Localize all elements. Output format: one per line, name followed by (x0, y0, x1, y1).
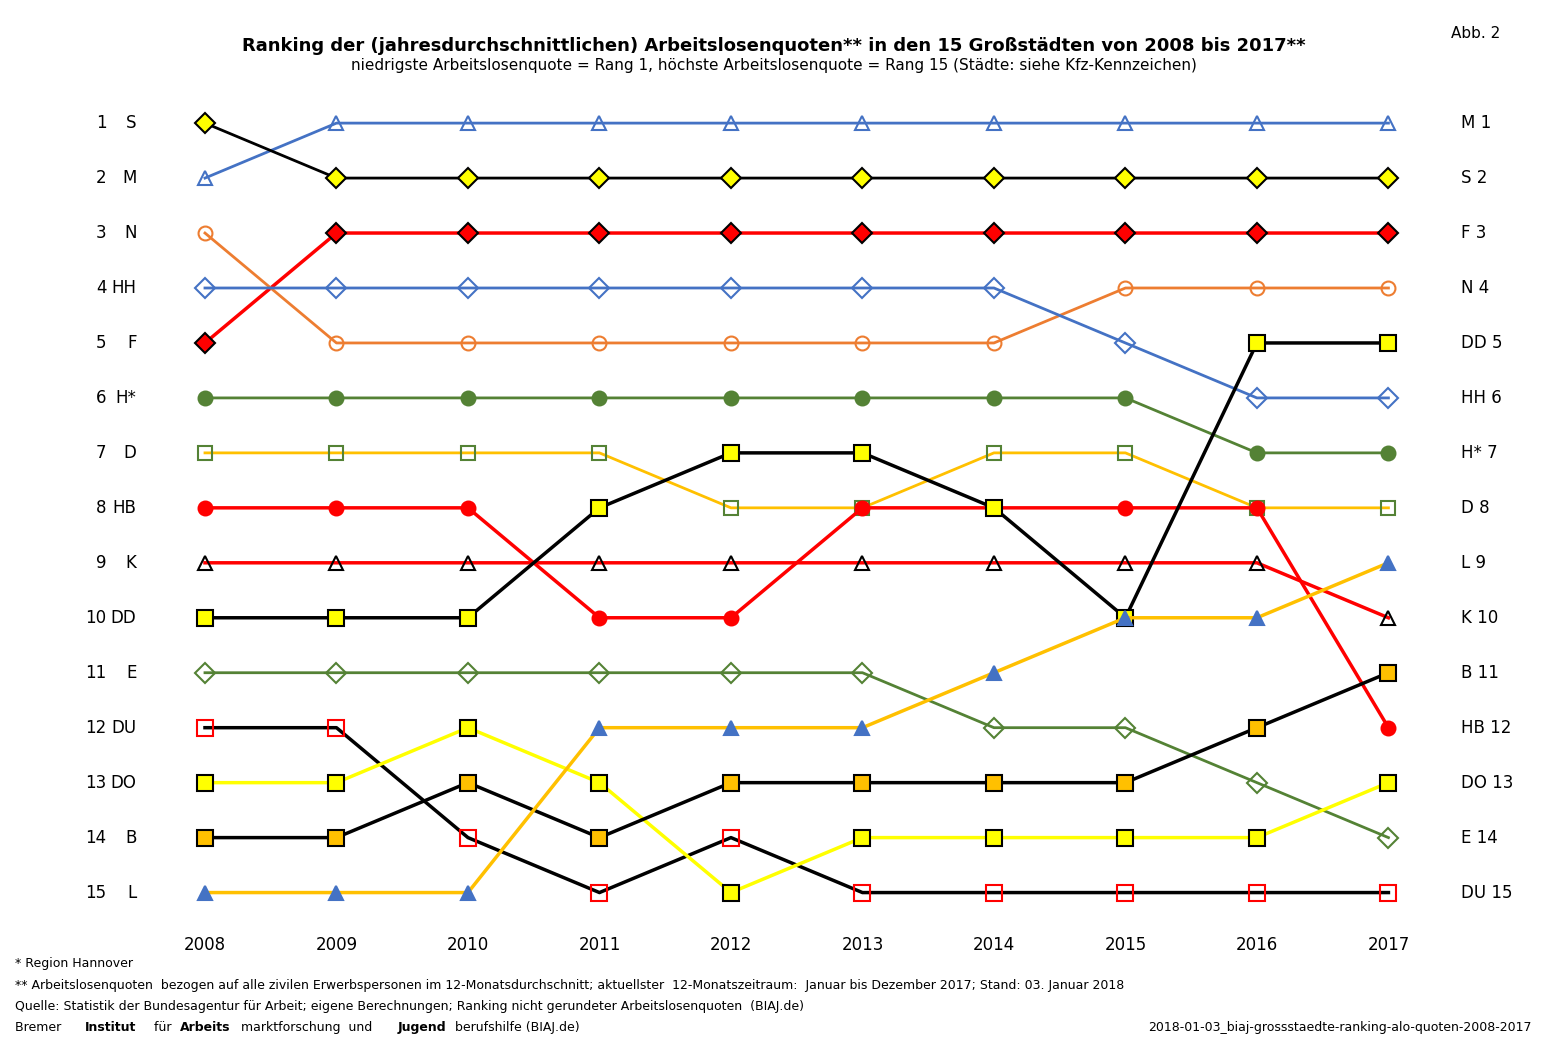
Text: HB 12: HB 12 (1460, 718, 1511, 736)
Text: DD: DD (111, 608, 136, 626)
Text: H*: H* (116, 389, 136, 407)
Text: Ranking der (jahresdurchschnittlichen) Arbeitslosenquoten** in den 15 Großstädte: Ranking der (jahresdurchschnittlichen) A… (241, 37, 1306, 55)
Text: Arbeits: Arbeits (179, 1021, 231, 1034)
Text: 3: 3 (96, 224, 107, 242)
Text: Bremer: Bremer (15, 1021, 65, 1034)
Text: für: für (150, 1021, 175, 1034)
Text: 2018-01-03_biaj-grossstaedte-ranking-alo-quoten-2008-2017: 2018-01-03_biaj-grossstaedte-ranking-alo… (1148, 1021, 1532, 1034)
Text: 2: 2 (96, 169, 107, 187)
Text: marktforschung  und: marktforschung und (241, 1021, 376, 1034)
Text: E 14: E 14 (1460, 828, 1497, 846)
Text: DU 15: DU 15 (1460, 883, 1513, 901)
Text: 9: 9 (96, 553, 107, 571)
Text: K 10: K 10 (1460, 608, 1497, 626)
Text: DU: DU (111, 718, 136, 736)
Text: K: K (125, 553, 136, 571)
Text: * Region Hannover: * Region Hannover (15, 957, 133, 970)
Text: E: E (127, 663, 136, 681)
Text: B: B (125, 828, 136, 846)
Text: M: M (122, 169, 136, 187)
Text: L 9: L 9 (1460, 553, 1485, 571)
Text: HH 6: HH 6 (1460, 389, 1502, 407)
Text: F: F (127, 334, 136, 352)
Text: D 8: D 8 (1460, 498, 1490, 517)
Text: F 3: F 3 (1460, 224, 1487, 242)
Text: M 1: M 1 (1460, 114, 1491, 132)
Text: 11: 11 (85, 663, 107, 681)
Text: niedrigste Arbeitslosenquote = Rang 1, höchste Arbeitslosenquote = Rang 15 (Städ: niedrigste Arbeitslosenquote = Rang 1, h… (351, 58, 1196, 73)
Text: B 11: B 11 (1460, 663, 1499, 681)
Text: berufshilfe (BIAJ.de): berufshilfe (BIAJ.de) (455, 1021, 580, 1034)
Text: 5: 5 (96, 334, 107, 352)
Text: Abb. 2: Abb. 2 (1451, 26, 1501, 41)
Text: 6: 6 (96, 389, 107, 407)
Text: HB: HB (113, 498, 136, 517)
Text: S 2: S 2 (1460, 169, 1487, 187)
Text: DO: DO (111, 773, 136, 791)
Text: Quelle: Statistik der Bundesagentur für Arbeit; eigene Berechnungen; Ranking nic: Quelle: Statistik der Bundesagentur für … (15, 1000, 804, 1013)
Text: HH: HH (111, 279, 136, 297)
Text: DO 13: DO 13 (1460, 773, 1513, 791)
Text: N: N (124, 224, 136, 242)
Text: DD 5: DD 5 (1460, 334, 1502, 352)
Text: Institut: Institut (85, 1021, 136, 1034)
Text: S: S (127, 114, 136, 132)
Text: 13: 13 (85, 773, 107, 791)
Text: 4: 4 (96, 279, 107, 297)
Text: H* 7: H* 7 (1460, 444, 1497, 462)
Text: 12: 12 (85, 718, 107, 736)
Text: 8: 8 (96, 498, 107, 517)
Text: 7: 7 (96, 444, 107, 462)
Text: 15: 15 (85, 883, 107, 901)
Text: ** Arbeitslosenquoten  bezogen auf alle zivilen Erwerbspersonen im 12-Monatsdurc: ** Arbeitslosenquoten bezogen auf alle z… (15, 979, 1125, 991)
Text: L: L (127, 883, 136, 901)
Text: D: D (124, 444, 136, 462)
Text: Jugend: Jugend (398, 1021, 446, 1034)
Text: N 4: N 4 (1460, 279, 1490, 297)
Text: 1: 1 (96, 114, 107, 132)
Text: 10: 10 (85, 608, 107, 626)
Text: 14: 14 (85, 828, 107, 846)
